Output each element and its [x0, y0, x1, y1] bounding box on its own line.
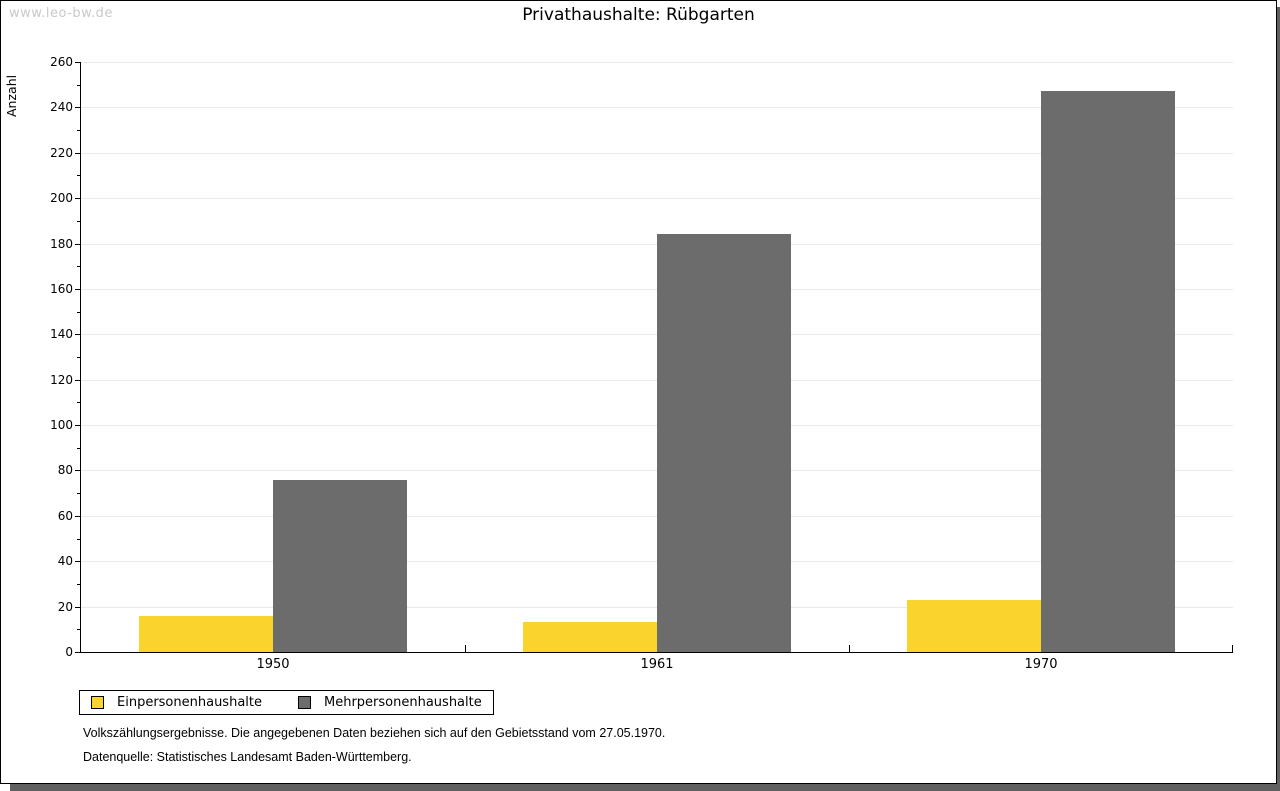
y-tick-minor-90 — [77, 448, 81, 449]
bar-einpersonenhaushalte-1950 — [139, 616, 273, 652]
y-tick-major-160 — [75, 289, 81, 290]
y-tick-major-260 — [75, 62, 81, 63]
y-tick-label-40: 40 — [57, 554, 73, 568]
plot-area: 0 20 40 60 80 100 120 140 160 180 200 220 240 260 1950… — [50, 55, 1233, 672]
y-tick-label-60: 60 — [57, 509, 73, 523]
y-tick-minor-190 — [77, 221, 81, 222]
y-tick-minor-210 — [77, 175, 81, 176]
y-tick-label-220: 220 — [50, 146, 73, 160]
y-tick-minor-150 — [77, 312, 81, 313]
legend-swatch-einpersonenhaushalte — [91, 696, 104, 709]
y-tick-major-240 — [75, 107, 81, 108]
gridline-240 — [81, 107, 1233, 108]
y-tick-label-260: 260 — [50, 55, 73, 69]
y-tick-label-160: 160 — [50, 282, 73, 296]
chart-title: Privathaushalte: Rübgarten — [522, 5, 755, 25]
x-tick-label-1961: 1961 — [640, 657, 674, 672]
y-tick-major-60 — [75, 516, 81, 517]
y-tick-minor-70 — [77, 493, 81, 494]
y-tick-label-200: 200 — [50, 191, 73, 205]
x-axis-tick-1 — [465, 645, 466, 652]
x-tick-label-1950: 1950 — [256, 657, 290, 672]
bar-mehrpersonenhaushalte-1970 — [1041, 91, 1175, 652]
gridline-260 — [81, 62, 1233, 63]
bar-einpersonenhaushalte-1970 — [907, 600, 1041, 652]
y-tick-label-80: 80 — [57, 463, 73, 477]
y-tick-major-220 — [75, 153, 81, 154]
gridline-200 — [81, 198, 1233, 199]
y-tick-label-100: 100 — [50, 418, 73, 432]
legend-label-mehrpersonenhaushalte: Mehrpersonenhaushalte — [324, 695, 482, 710]
legend-item-mehrpersonenhaushalte: Mehrpersonenhaushalte — [298, 695, 482, 710]
y-tick-minor-30 — [77, 584, 81, 585]
legend-label-einpersonenhaushalte: Einpersonenhaushalte — [117, 695, 262, 710]
bar-einpersonenhaushalte-1961 — [523, 622, 657, 652]
legend: Einpersonenhaushalte Mehrpersonenhaushalt… — [79, 690, 494, 715]
y-tick-minor-110 — [77, 402, 81, 403]
x-tick-label-1970: 1970 — [1024, 657, 1058, 672]
legend-swatch-mehrpersonenhaushalte — [298, 696, 311, 709]
x-axis-tick-2 — [849, 645, 850, 652]
y-tick-label-120: 120 — [50, 373, 73, 387]
gridline-220 — [81, 153, 1233, 154]
y-tick-minor-10 — [77, 629, 81, 630]
y-tick-major-20 — [75, 607, 81, 608]
y-tick-major-140 — [75, 334, 81, 335]
y-axis-label: Anzahl — [4, 74, 19, 117]
footnote-line-2: Datenquelle: Statistisches Landesamt Bad… — [83, 750, 412, 764]
y-tick-label-140: 140 — [50, 327, 73, 341]
y-tick-minor-230 — [77, 130, 81, 131]
y-tick-minor-50 — [77, 539, 81, 540]
y-tick-major-120 — [75, 380, 81, 381]
y-tick-label-180: 180 — [50, 237, 73, 251]
legend-item-einpersonenhaushalte: Einpersonenhaushalte — [91, 695, 262, 710]
y-tick-minor-250 — [77, 85, 81, 86]
watermark: www.leo-bw.de — [9, 6, 113, 21]
y-tick-major-40 — [75, 561, 81, 562]
y-tick-label-240: 240 — [50, 100, 73, 114]
y-tick-major-200 — [75, 198, 81, 199]
y-tick-label-0: 0 — [65, 645, 73, 659]
y-tick-label-20: 20 — [57, 600, 73, 614]
y-tick-major-0 — [75, 652, 81, 653]
y-tick-major-100 — [75, 425, 81, 426]
x-axis-tick-3 — [1232, 645, 1233, 652]
y-tick-minor-130 — [77, 357, 81, 358]
y-tick-major-80 — [75, 470, 81, 471]
y-tick-major-180 — [75, 244, 81, 245]
bar-mehrpersonenhaushalte-1950 — [273, 480, 407, 652]
footnote-line-1: Volkszählungsergebnisse. Die angegebenen… — [83, 726, 666, 740]
y-tick-minor-170 — [77, 266, 81, 267]
bar-mehrpersonenhaushalte-1961 — [657, 234, 791, 652]
